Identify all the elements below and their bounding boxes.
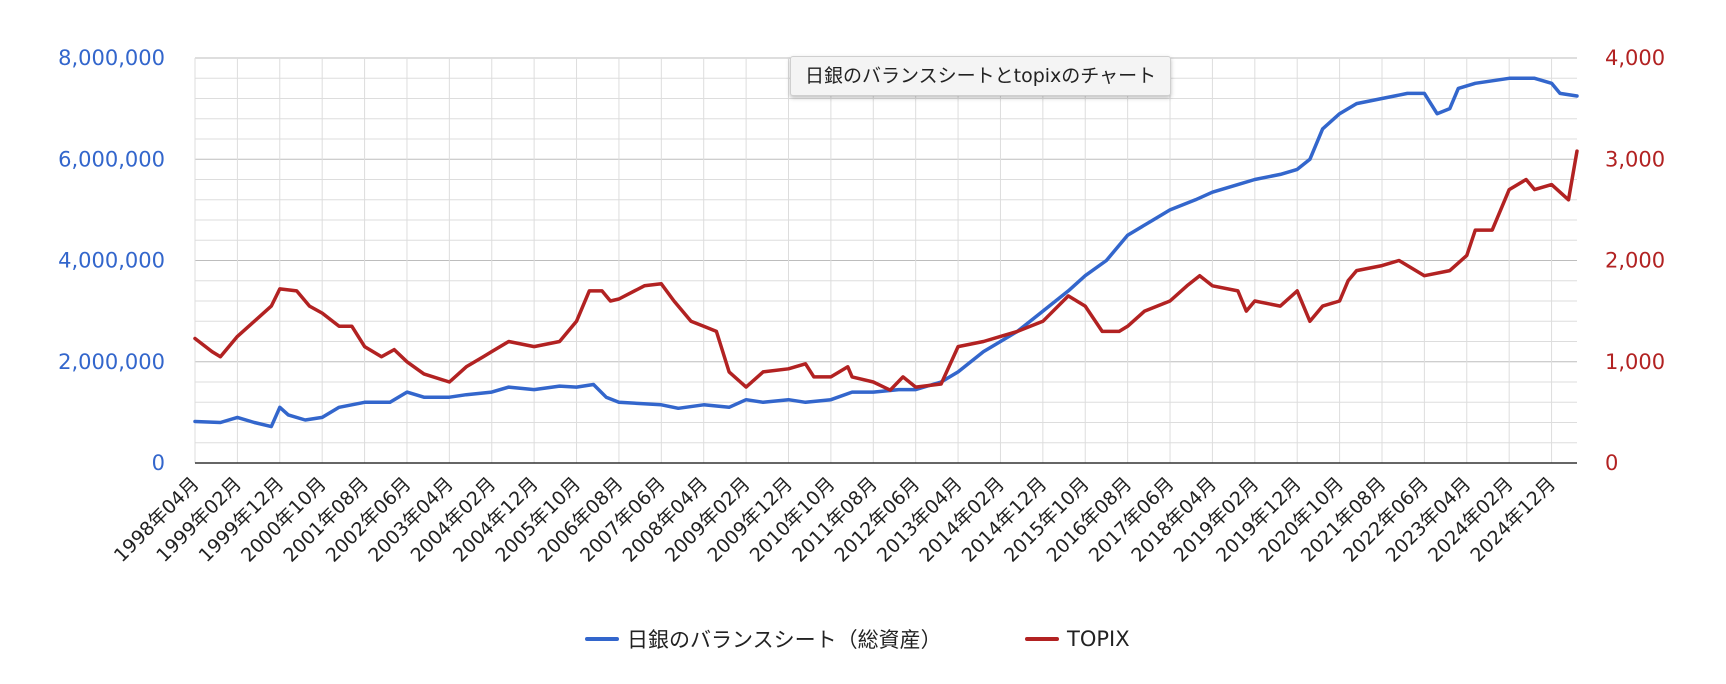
legend-swatch [585, 637, 619, 641]
legend-item-boj-balance-sheet[interactable]: 日銀のバランスシート（総資産） [585, 624, 942, 654]
right-axis-tick-label: 4,000 [1605, 46, 1665, 70]
right-axis-tick-label: 1,000 [1605, 350, 1665, 374]
legend-label: TOPIX [1067, 627, 1130, 651]
legend-item-topix[interactable]: TOPIX [1025, 624, 1130, 654]
chart-tooltip: 日銀のバランスシートとtopixのチャート [790, 56, 1172, 96]
left-axis-tick-label: 0 [152, 451, 165, 475]
series-line-topix [193, 149, 1579, 392]
right-axis-tick-label: 2,000 [1605, 249, 1665, 273]
series-line-boj-balance-sheet [193, 76, 1579, 429]
legend: 日銀のバランスシート（総資産） TOPIX [0, 624, 1726, 654]
right-axis-tick-label: 3,000 [1605, 147, 1665, 171]
right-axis-tick-label: 0 [1605, 451, 1618, 475]
left-axis-tick-label: 4,000,000 [58, 249, 165, 273]
legend-label: 日銀のバランスシート（総資産） [627, 628, 942, 652]
left-axis-tick-label: 2,000,000 [58, 350, 165, 374]
left-axis-tick-label: 6,000,000 [58, 147, 165, 171]
left-axis-tick-label: 8,000,000 [58, 46, 165, 70]
legend-swatch [1025, 637, 1059, 641]
